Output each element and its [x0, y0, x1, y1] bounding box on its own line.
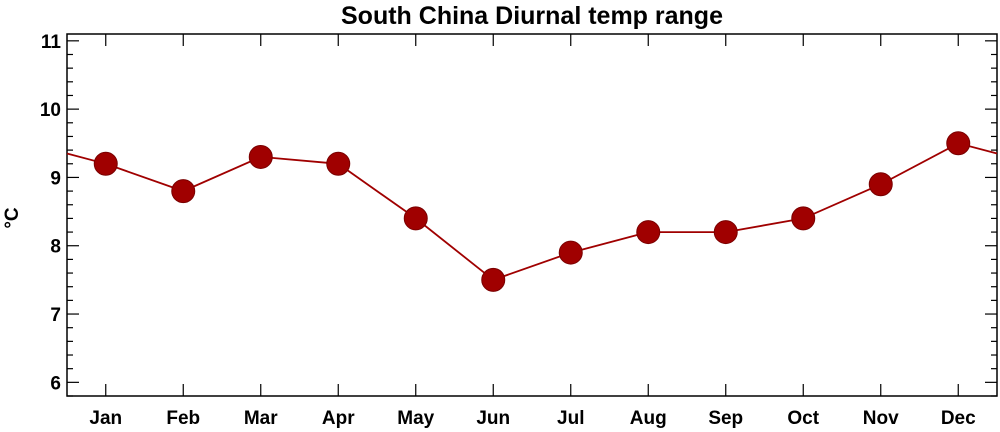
- x-tick-label: Dec: [941, 408, 976, 429]
- x-tick-label: Mar: [244, 408, 278, 429]
- data-point-jan: [93, 151, 118, 176]
- x-tick-label: Nov: [863, 408, 899, 429]
- data-point-jun: [481, 267, 506, 292]
- tick-labels: 6 7 8 9 10 11 Jan Feb Mar Apr May Jun Jul Aug Sep Oct No…: [40, 32, 976, 429]
- y-tick-label: 7: [50, 305, 61, 326]
- data-point-sep: [713, 220, 738, 245]
- x-tick-label: Sep: [708, 408, 743, 429]
- x-tick-label: Jun: [476, 408, 510, 429]
- data-point-aug: [636, 220, 661, 245]
- data-point-mar: [248, 144, 273, 169]
- y-tick-label: 11: [41, 32, 62, 53]
- data-point-may: [403, 206, 428, 231]
- data-point-apr: [326, 151, 351, 176]
- x-tick-label: Apr: [322, 408, 355, 429]
- x-tick-label: Jan: [89, 408, 122, 429]
- x-tick-label: Oct: [787, 408, 819, 429]
- data-point-oct: [791, 206, 816, 231]
- axes: [66, 33, 998, 397]
- x-tick-label: Jul: [557, 408, 584, 429]
- y-tick-label: 10: [40, 100, 61, 121]
- series: [66, 131, 998, 292]
- data-point-feb: [171, 179, 196, 204]
- chart-title: South China Diurnal temp range: [341, 2, 723, 30]
- plot-frame: [66, 33, 998, 397]
- y-tick-label: 6: [50, 373, 61, 394]
- y-tick-label: 9: [50, 168, 61, 189]
- y-tick-label: 8: [50, 237, 61, 258]
- y-axis-label: °C: [2, 207, 23, 229]
- data-point-jul: [558, 240, 583, 265]
- x-tick-label: Aug: [630, 408, 667, 429]
- series-line: [66, 142, 998, 281]
- x-tick-label: May: [397, 408, 434, 429]
- data-point-dec: [946, 131, 971, 156]
- data-point-nov: [868, 172, 893, 197]
- x-tick-label: Feb: [166, 408, 200, 429]
